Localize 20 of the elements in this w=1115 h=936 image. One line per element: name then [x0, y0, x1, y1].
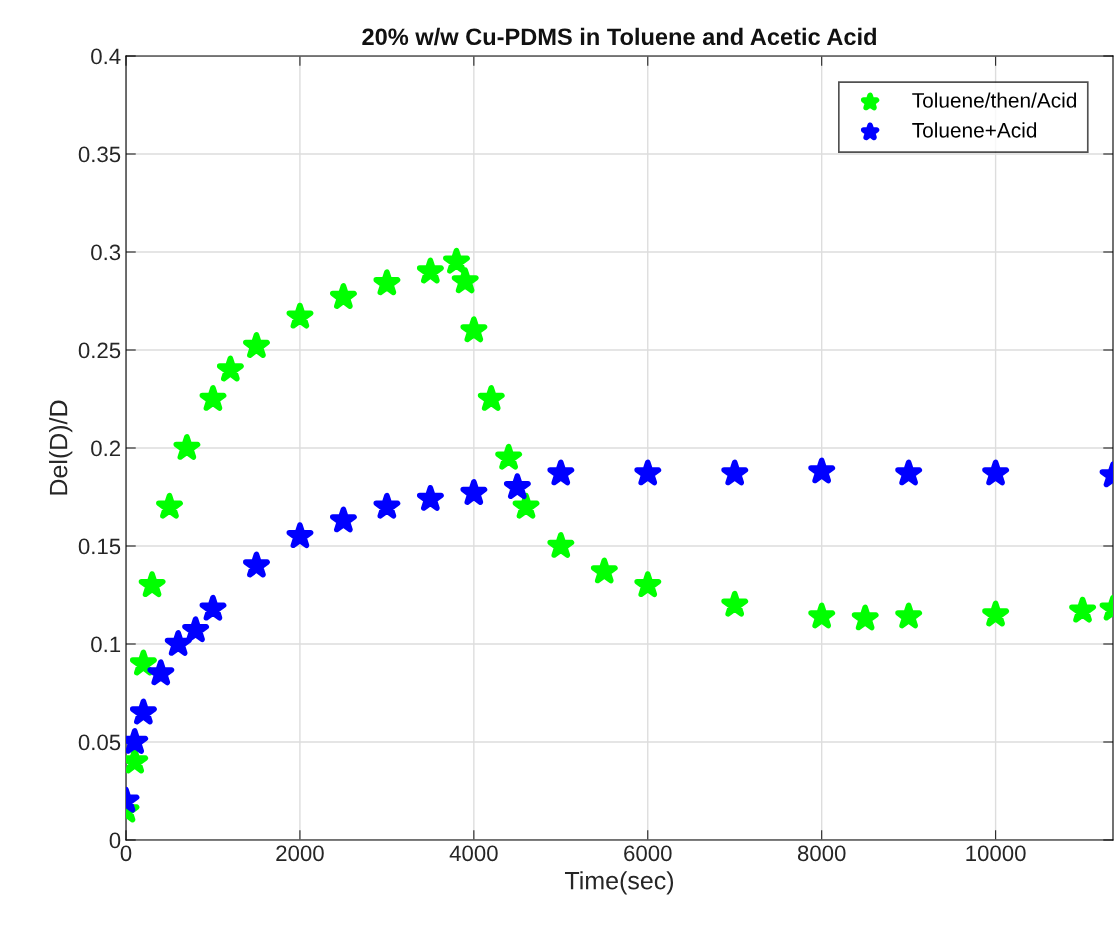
x-tick-label: 10000	[966, 845, 1026, 862]
legend-label: Toluene+Acid	[912, 122, 1037, 138]
x-tick-label: 4000	[449, 845, 498, 862]
y-tick-label: 0	[109, 832, 121, 849]
y-tick-label: 0.05	[78, 734, 121, 751]
legend-label: Toluene/then/Acid	[912, 92, 1077, 108]
chart-title: 20% w/w Cu-PDMS in Toluene and Acetic Acid	[362, 27, 876, 46]
y-axis-title: Del(D)/D	[49, 400, 73, 495]
x-axis-title: Time(sec)	[564, 871, 674, 895]
y-tick-label: 0.4	[91, 48, 121, 65]
y-tick-label: 0.2	[91, 440, 121, 457]
y-tick-label: 0.3	[91, 244, 121, 261]
y-tick-label: 0.1	[91, 636, 121, 653]
y-tick-label: 0.35	[78, 146, 121, 163]
x-tick-label: 0	[120, 845, 132, 862]
x-tick-label: 2000	[276, 845, 324, 862]
y-tick-label: 0.25	[78, 342, 121, 359]
x-tick-label: 6000	[624, 845, 672, 862]
y-tick-label: 0.15	[78, 538, 121, 555]
x-tick-label: 8000	[797, 845, 846, 862]
